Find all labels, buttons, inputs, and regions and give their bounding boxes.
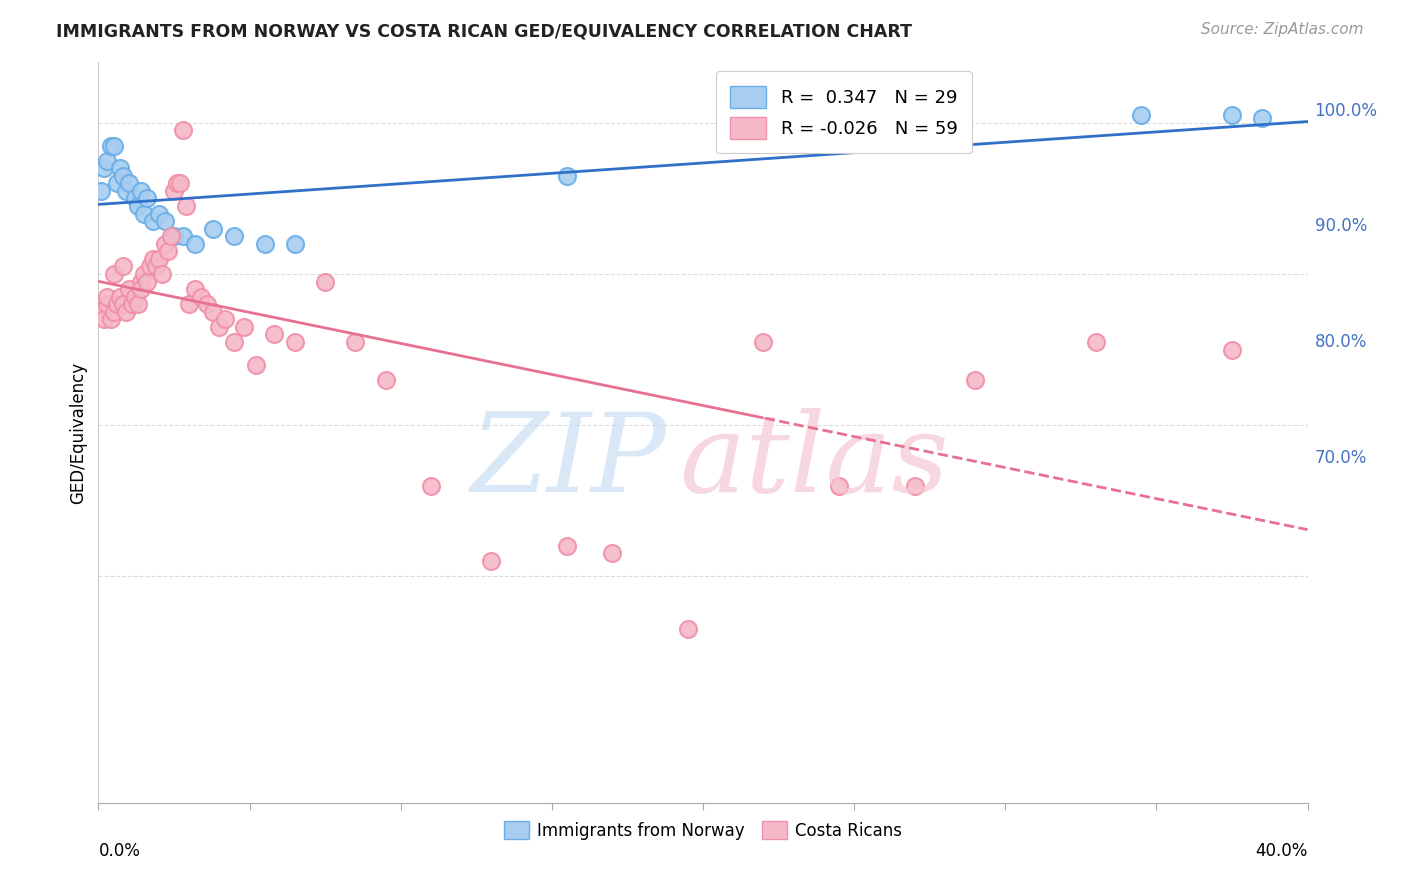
Point <box>166 177 188 191</box>
Point <box>284 236 307 251</box>
Point <box>214 312 236 326</box>
Point <box>224 229 246 244</box>
Point <box>103 304 125 318</box>
Point <box>904 478 927 492</box>
Text: atlas: atlas <box>679 409 949 516</box>
Point <box>90 304 112 318</box>
Point <box>163 184 186 198</box>
Point <box>481 554 503 568</box>
Point <box>103 138 125 153</box>
Point <box>148 206 170 220</box>
Point <box>127 297 149 311</box>
Point <box>156 244 179 259</box>
Point <box>169 177 191 191</box>
Point <box>103 267 125 281</box>
Point <box>314 275 336 289</box>
Point <box>202 304 225 318</box>
Text: 40.0%: 40.0% <box>1256 842 1308 860</box>
Point <box>129 275 152 289</box>
Point <box>676 622 699 636</box>
Point <box>129 282 152 296</box>
Point <box>93 312 115 326</box>
Point <box>124 191 146 205</box>
Point <box>129 184 152 198</box>
Point <box>1130 108 1153 122</box>
Point <box>132 206 155 220</box>
Text: Source: ZipAtlas.com: Source: ZipAtlas.com <box>1201 22 1364 37</box>
Point <box>121 297 143 311</box>
Point <box>179 297 201 311</box>
Point <box>105 297 128 311</box>
Point <box>172 229 194 244</box>
Point <box>153 236 176 251</box>
Point <box>828 478 851 492</box>
Point <box>111 297 134 311</box>
Point <box>752 334 775 349</box>
Point <box>153 214 176 228</box>
Point <box>420 478 443 492</box>
Point <box>160 229 183 244</box>
Text: 0.0%: 0.0% <box>98 842 141 860</box>
Y-axis label: GED/Equivalency: GED/Equivalency <box>69 361 87 504</box>
Text: IMMIGRANTS FROM NORWAY VS COSTA RICAN GED/EQUIVALENCY CORRELATION CHART: IMMIGRANTS FROM NORWAY VS COSTA RICAN GE… <box>56 22 912 40</box>
Point <box>263 327 285 342</box>
Point <box>195 297 218 311</box>
Point <box>172 123 194 137</box>
Point <box>555 169 578 183</box>
Point <box>96 153 118 168</box>
Point <box>108 290 131 304</box>
Point <box>344 334 367 349</box>
Point <box>208 319 231 334</box>
Point <box>190 290 212 304</box>
Point <box>202 221 225 235</box>
Point <box>1251 112 1274 126</box>
Point <box>124 290 146 304</box>
Point <box>139 260 162 274</box>
Point <box>374 373 396 387</box>
Point <box>96 290 118 304</box>
Point <box>1220 343 1243 357</box>
Point <box>108 161 131 176</box>
Point <box>100 312 122 326</box>
Text: ZIP: ZIP <box>471 409 666 516</box>
Point <box>184 282 207 296</box>
Point <box>111 260 134 274</box>
Point <box>132 267 155 281</box>
Point <box>114 184 136 198</box>
Point <box>142 252 165 266</box>
Point <box>100 138 122 153</box>
Point <box>184 236 207 251</box>
Point <box>148 252 170 266</box>
Point <box>142 214 165 228</box>
Point <box>145 260 167 274</box>
Point <box>224 334 246 349</box>
Point <box>555 539 578 553</box>
Point <box>114 304 136 318</box>
Point <box>1220 108 1243 122</box>
Point <box>118 177 141 191</box>
Point <box>135 191 157 205</box>
Point <box>174 199 197 213</box>
Point <box>965 373 987 387</box>
Point <box>96 297 118 311</box>
Point <box>118 282 141 296</box>
Point <box>253 236 276 251</box>
Point <box>105 177 128 191</box>
Point <box>90 184 112 198</box>
Point <box>163 229 186 244</box>
Point <box>232 319 254 334</box>
Point <box>150 267 173 281</box>
Point <box>135 275 157 289</box>
Point <box>111 169 134 183</box>
Point <box>245 358 267 372</box>
Point <box>602 547 624 561</box>
Point <box>93 161 115 176</box>
Legend: Immigrants from Norway, Costa Ricans: Immigrants from Norway, Costa Ricans <box>498 814 908 847</box>
Point <box>1085 334 1108 349</box>
Point <box>284 334 307 349</box>
Point <box>127 199 149 213</box>
